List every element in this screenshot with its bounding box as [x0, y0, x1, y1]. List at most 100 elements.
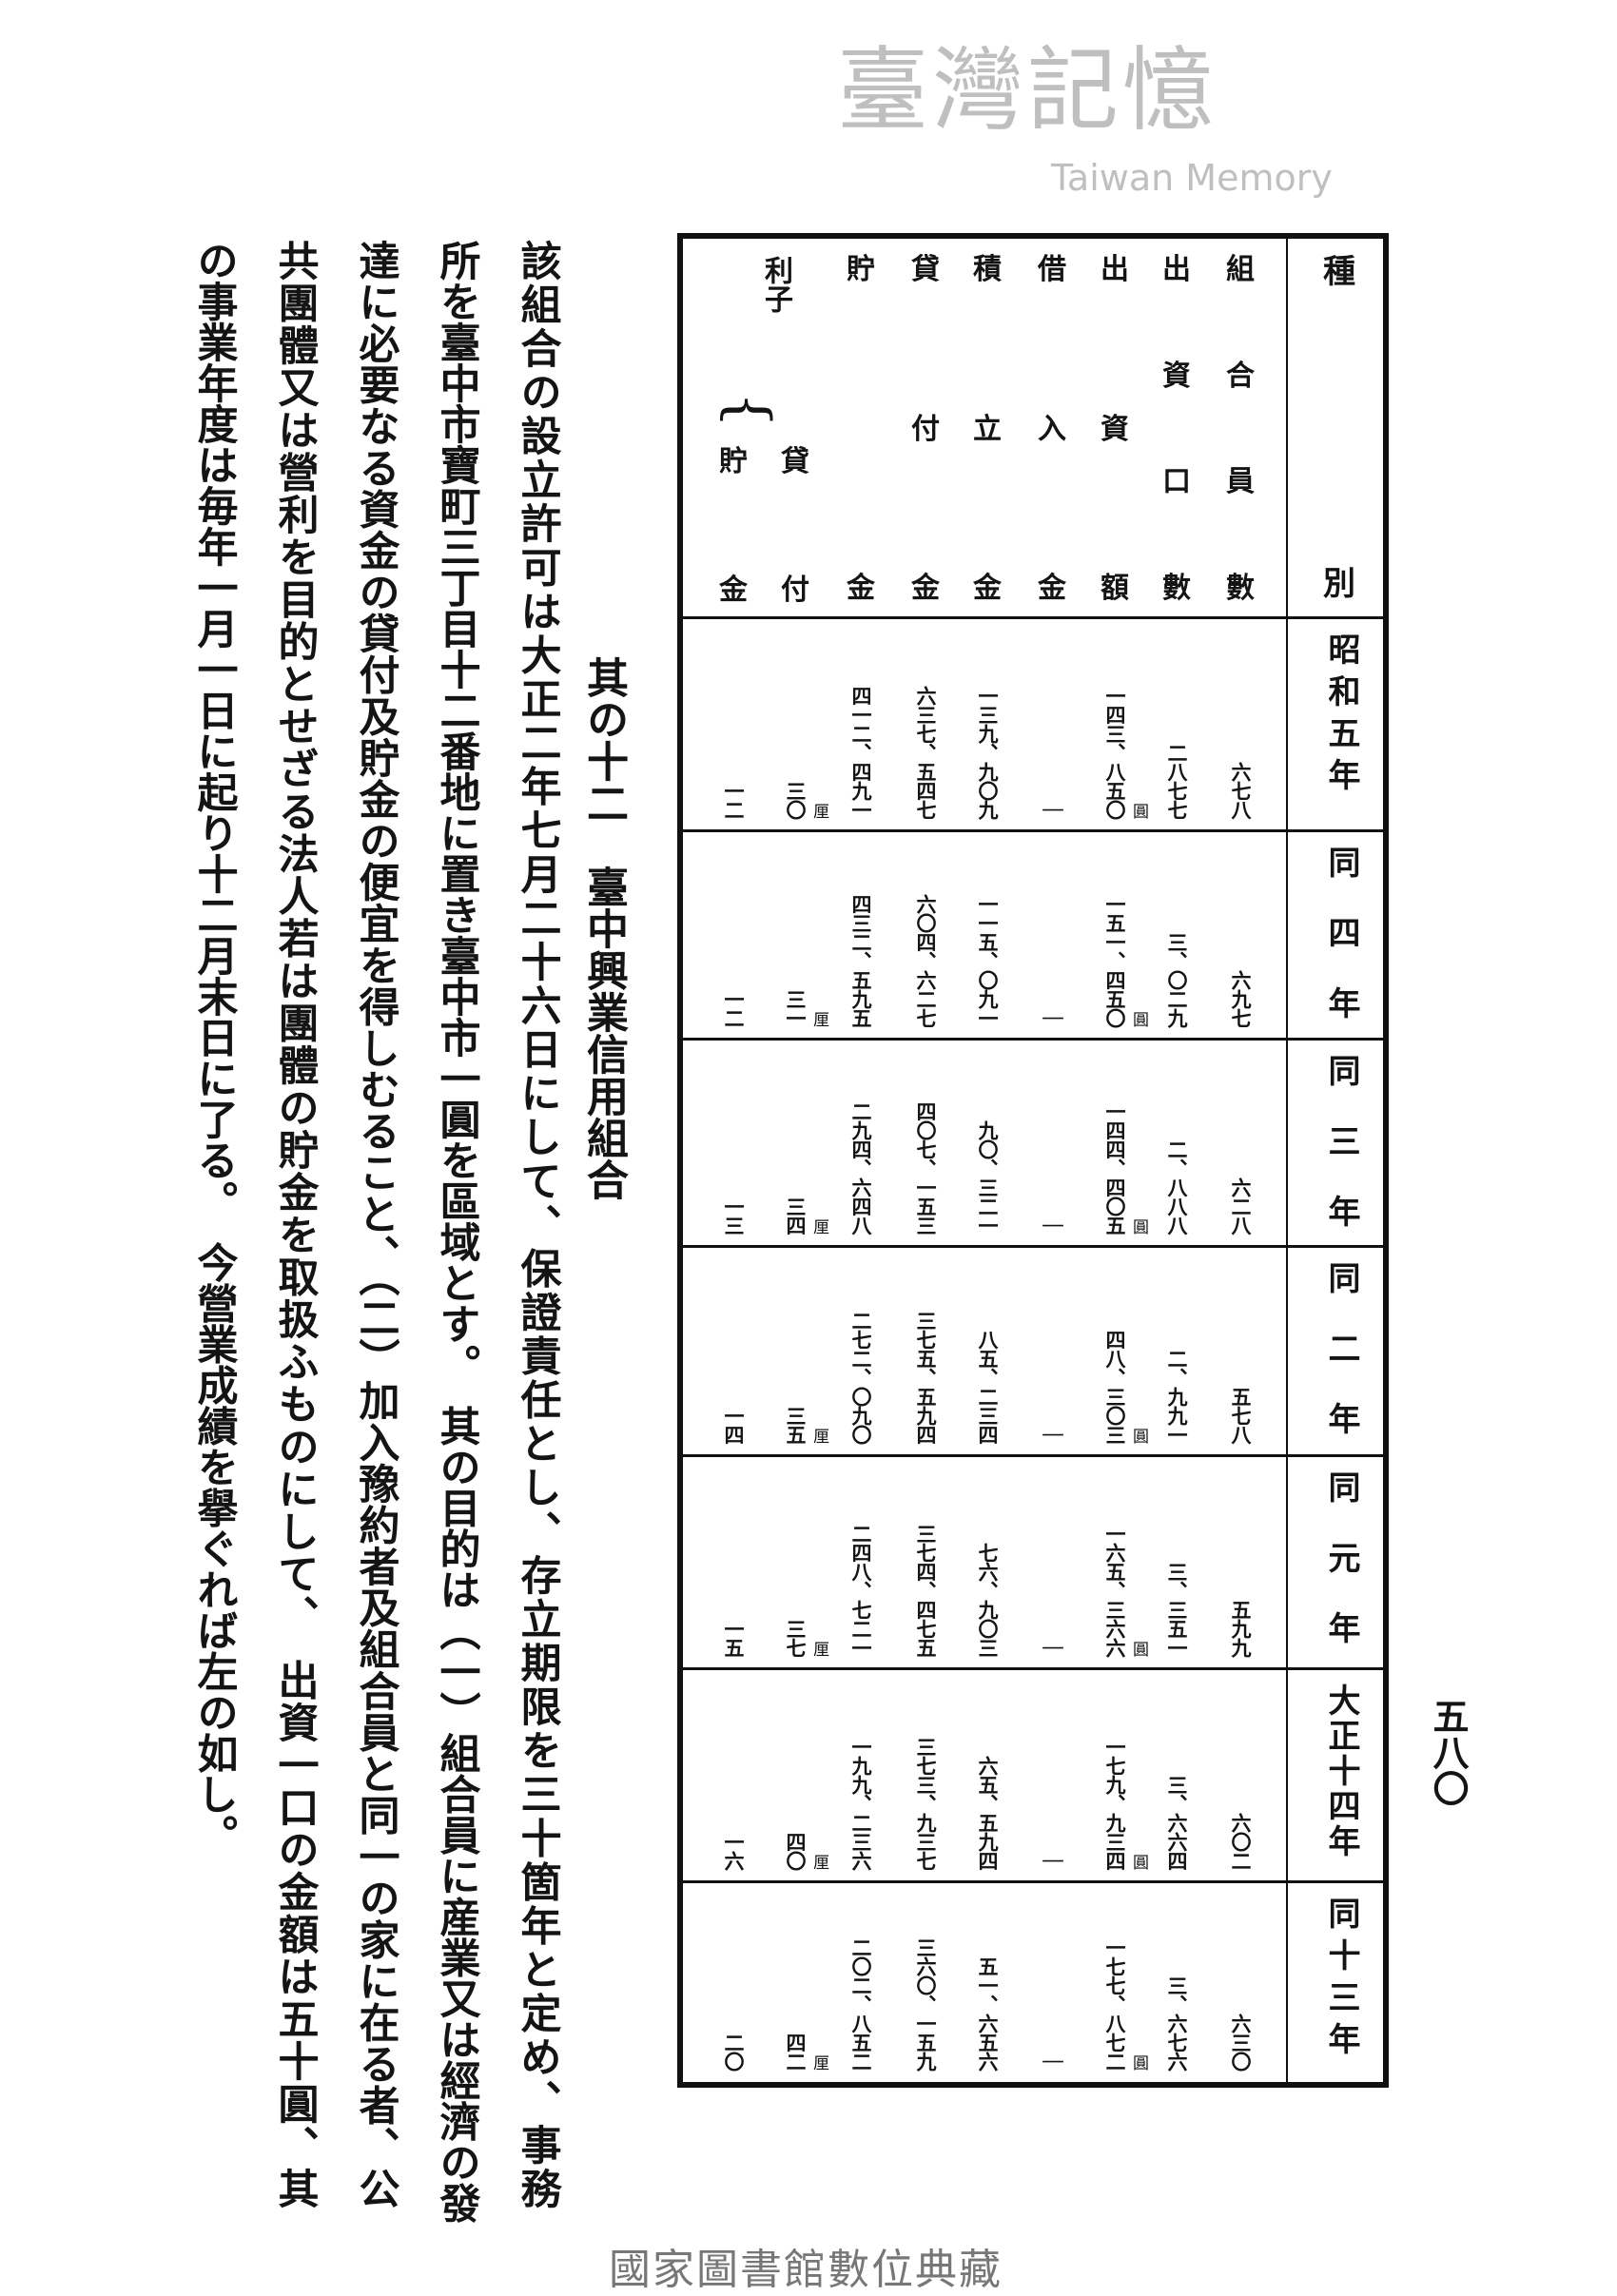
cell-reserve: 一三九、九〇九 [966, 686, 1008, 819]
unit-rin: 厘 [809, 1854, 828, 1870]
cell-capital: 一七九、九三四圓 [1094, 1737, 1148, 1870]
cell-value: 六三〇 [1229, 2014, 1253, 2071]
cell-value: 四〇 [784, 1832, 808, 1870]
cell-capital: 一四四、四〇五圓 [1094, 1101, 1148, 1235]
cell-members: 六二八 [1219, 1177, 1261, 1235]
cell-int-deposits: 一五 [712, 1619, 754, 1657]
cell-reserve: 八五、二三四 [966, 1330, 1008, 1444]
cell-value: 一三九、九〇九 [976, 686, 1000, 819]
cell-value: 一六 [722, 1832, 746, 1870]
cell-int-loans: 四〇厘 [774, 1832, 828, 1870]
header-interest: 利子 [759, 256, 792, 313]
cell-value: 六七八 [1229, 762, 1253, 819]
cell-value: 六〇二 [1229, 1813, 1253, 1870]
cell-value: 四〇七、一五三 [914, 1101, 938, 1235]
body-line: 共團體又は營利を目的とせざる法人若は團體の貯金を取扱ふものにして、 出資一口の金… [271, 240, 319, 2208]
cell-value: 三〇 [784, 781, 808, 819]
cell-value: 三、六六四 [1165, 1775, 1189, 1870]
header-interest-deposits: 貯金 [719, 445, 748, 607]
cell-int-loans: 四二厘 [774, 2033, 828, 2071]
watermark-en: Taiwan Memory [1051, 157, 1333, 199]
row-divider [683, 1454, 1383, 1457]
row-year: 同元年 [1322, 1470, 1360, 1682]
unit-yen: 圓 [1129, 1854, 1148, 1870]
cell-value: 八五、二三四 [976, 1330, 1000, 1444]
cell-value: 二九四、六四八 [849, 1101, 873, 1235]
cell-value: 一七九、九三四 [1103, 1737, 1127, 1870]
cell-capital: 一七七、八七二圓 [1094, 1937, 1148, 2071]
cell-reserve: 六五、五九四 [966, 1756, 1008, 1870]
cell-value: 二七二、〇九〇 [849, 1311, 873, 1444]
cell-borrowed: ｜ [1031, 1425, 1073, 1444]
footer-credit: 國家圖書館數位典藏 [609, 2246, 1003, 2294]
cell-value: 六二八 [1229, 1177, 1253, 1235]
header-capital: 出資額 [1101, 253, 1129, 605]
cell-shares: 三、〇二九 [1156, 932, 1198, 1027]
unit-rin: 厘 [809, 1641, 828, 1657]
unit-yen: 圓 [1129, 1218, 1148, 1235]
cell-value: 六〇四、六二七 [914, 894, 938, 1027]
table-row: 同元年 五九九 三、三五一 一六五、三六六圓｜七六、九〇三 三七四、四七五 二四八、七二一… [683, 1455, 1383, 1682]
cell-int-loans: 三四厘 [774, 1197, 828, 1235]
cell-value: 一二 [722, 781, 746, 819]
cell-deposits: 一九九、二三六 [840, 1737, 882, 1870]
cell-value: ｜ [1041, 1425, 1064, 1444]
cell-reserve: 一一五、〇九一 [966, 894, 1008, 1027]
row-year: 昭和五年 [1322, 632, 1360, 800]
cell-value: 三五 [784, 1406, 808, 1444]
row-divider [683, 1880, 1383, 1883]
body-line: 達に必要なる資金の貸付及貯金の便宜を得しむること、（二）加入豫約者及組合員と同一… [352, 240, 399, 2208]
unit-rin: 厘 [809, 2054, 828, 2071]
cell-members: 五九九 [1219, 1600, 1261, 1657]
cell-value: 二〇 [722, 2033, 746, 2071]
table-row: 同十三年 六三〇 三、六七六 一七七、八七二圓｜五一、六五六 三六〇、一五九 二〇二、八五… [683, 1881, 1383, 2082]
cell-value: 六五、五九四 [976, 1756, 1000, 1870]
header-interest-loans: 貸付 [781, 445, 809, 607]
section-title: 其の十二 臺中興業信用組合 [579, 656, 628, 1200]
cell-value: 一四四、四〇五 [1103, 1101, 1127, 1235]
cell-int-deposits: 一六 [712, 1832, 754, 1870]
business-results-table: 組合員數 出資口數 出資額 借入金 積立金 貸付金 貯金 利子 { 貸付 貯金 … [677, 233, 1389, 2088]
cell-value: 三六〇、一五九 [914, 1937, 938, 2071]
body-line: 所を臺中市寶町三丁目十二番地に置き臺中市一圓を區域とす。 其の目的は（一）組合員… [433, 240, 480, 2224]
row-year: 同十三年 [1322, 1897, 1360, 2064]
cell-loans: 六〇四、六二七 [905, 894, 946, 1027]
row-divider [683, 1245, 1383, 1248]
cell-value: 三、六七六 [1165, 1975, 1189, 2071]
cell-deposits: 四一二、四九一 [840, 686, 882, 819]
table-row: 昭和五年 六七八 二八七七 一四三、八五〇圓｜一三九、九〇九 六三七、五四七 四一二、四九… [683, 617, 1383, 832]
cell-capital: 一四三、八五〇圓 [1094, 686, 1148, 819]
cell-int-deposits: 一四 [712, 1406, 754, 1444]
cell-value: 一二 [722, 989, 746, 1027]
row-year: 大正十四年 [1322, 1683, 1360, 1859]
table-row: 同二年 五七八 二、九九一 四八、三〇三圓｜八五、二三四 三七五、五九四 二七二、〇九〇三… [683, 1246, 1383, 1472]
cell-value: 三七五、五九四 [914, 1311, 938, 1444]
cell-value: 一五一、四五〇 [1103, 894, 1127, 1027]
unit-rin: 厘 [809, 1218, 828, 1235]
unit-rin: 厘 [809, 803, 828, 819]
header-reserve: 積立金 [973, 253, 1002, 605]
cell-loans: 三七五、五九四 [905, 1311, 946, 1444]
unit-yen: 圓 [1129, 1428, 1148, 1444]
row-year: 同三年 [1322, 1054, 1360, 1265]
cell-value: 一六五、三六六 [1103, 1524, 1127, 1657]
cell-int-loans: 三一厘 [774, 989, 828, 1027]
cell-value: 二、八八八 [1165, 1139, 1189, 1235]
cell-int-loans: 三七厘 [774, 1619, 828, 1657]
cell-value: 一一五、〇九一 [976, 894, 1000, 1027]
unit-yen: 圓 [1129, 803, 1148, 819]
header-members: 組合員數 [1226, 253, 1255, 605]
cell-value: 一四 [722, 1406, 746, 1444]
cell-value: 四一二、四九一 [849, 686, 873, 819]
cell-value: 三一 [784, 989, 808, 1027]
cell-value: 二、九九一 [1165, 1349, 1189, 1444]
cell-value: 四八、三〇三 [1103, 1330, 1127, 1444]
cell-value: ｜ [1041, 1851, 1064, 1870]
row-divider [683, 616, 1383, 619]
cell-borrowed: ｜ [1031, 2052, 1073, 2071]
cell-borrowed: ｜ [1031, 1851, 1073, 1870]
cell-capital: 一五一、四五〇圓 [1094, 894, 1148, 1027]
cell-deposits: 二九四、六四八 [840, 1101, 882, 1235]
watermark-cn: 臺灣記憶 [837, 37, 1218, 144]
cell-shares: 二、八八八 [1156, 1139, 1198, 1235]
